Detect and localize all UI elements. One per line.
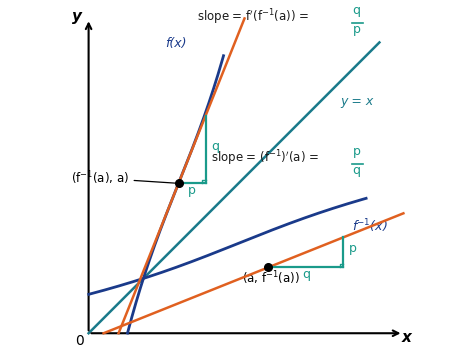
Text: p: p <box>348 242 356 255</box>
Text: (a, f$^{-1}$(a)): (a, f$^{-1}$(a)) <box>242 270 300 288</box>
Text: x: x <box>401 330 410 345</box>
Text: slope = f$'$(f$^{-1}$(a)) =: slope = f$'$(f$^{-1}$(a)) = <box>197 8 309 27</box>
Text: (f$^{-1}$(a), a): (f$^{-1}$(a), a) <box>70 170 175 187</box>
Text: q: q <box>352 164 360 177</box>
Text: p: p <box>352 145 360 158</box>
Text: q: q <box>210 140 218 153</box>
Text: 0: 0 <box>75 334 84 348</box>
Text: y = x: y = x <box>340 95 373 108</box>
Text: q: q <box>301 268 309 281</box>
Text: y: y <box>71 9 81 24</box>
Text: f$^{-1}$(x): f$^{-1}$(x) <box>352 217 387 235</box>
Text: q: q <box>352 4 360 17</box>
Text: slope = (f$^{-1}$)$'$(a) =: slope = (f$^{-1}$)$'$(a) = <box>210 149 319 168</box>
Text: p: p <box>352 23 360 36</box>
Text: p: p <box>188 184 196 197</box>
Text: f(x): f(x) <box>165 37 186 50</box>
